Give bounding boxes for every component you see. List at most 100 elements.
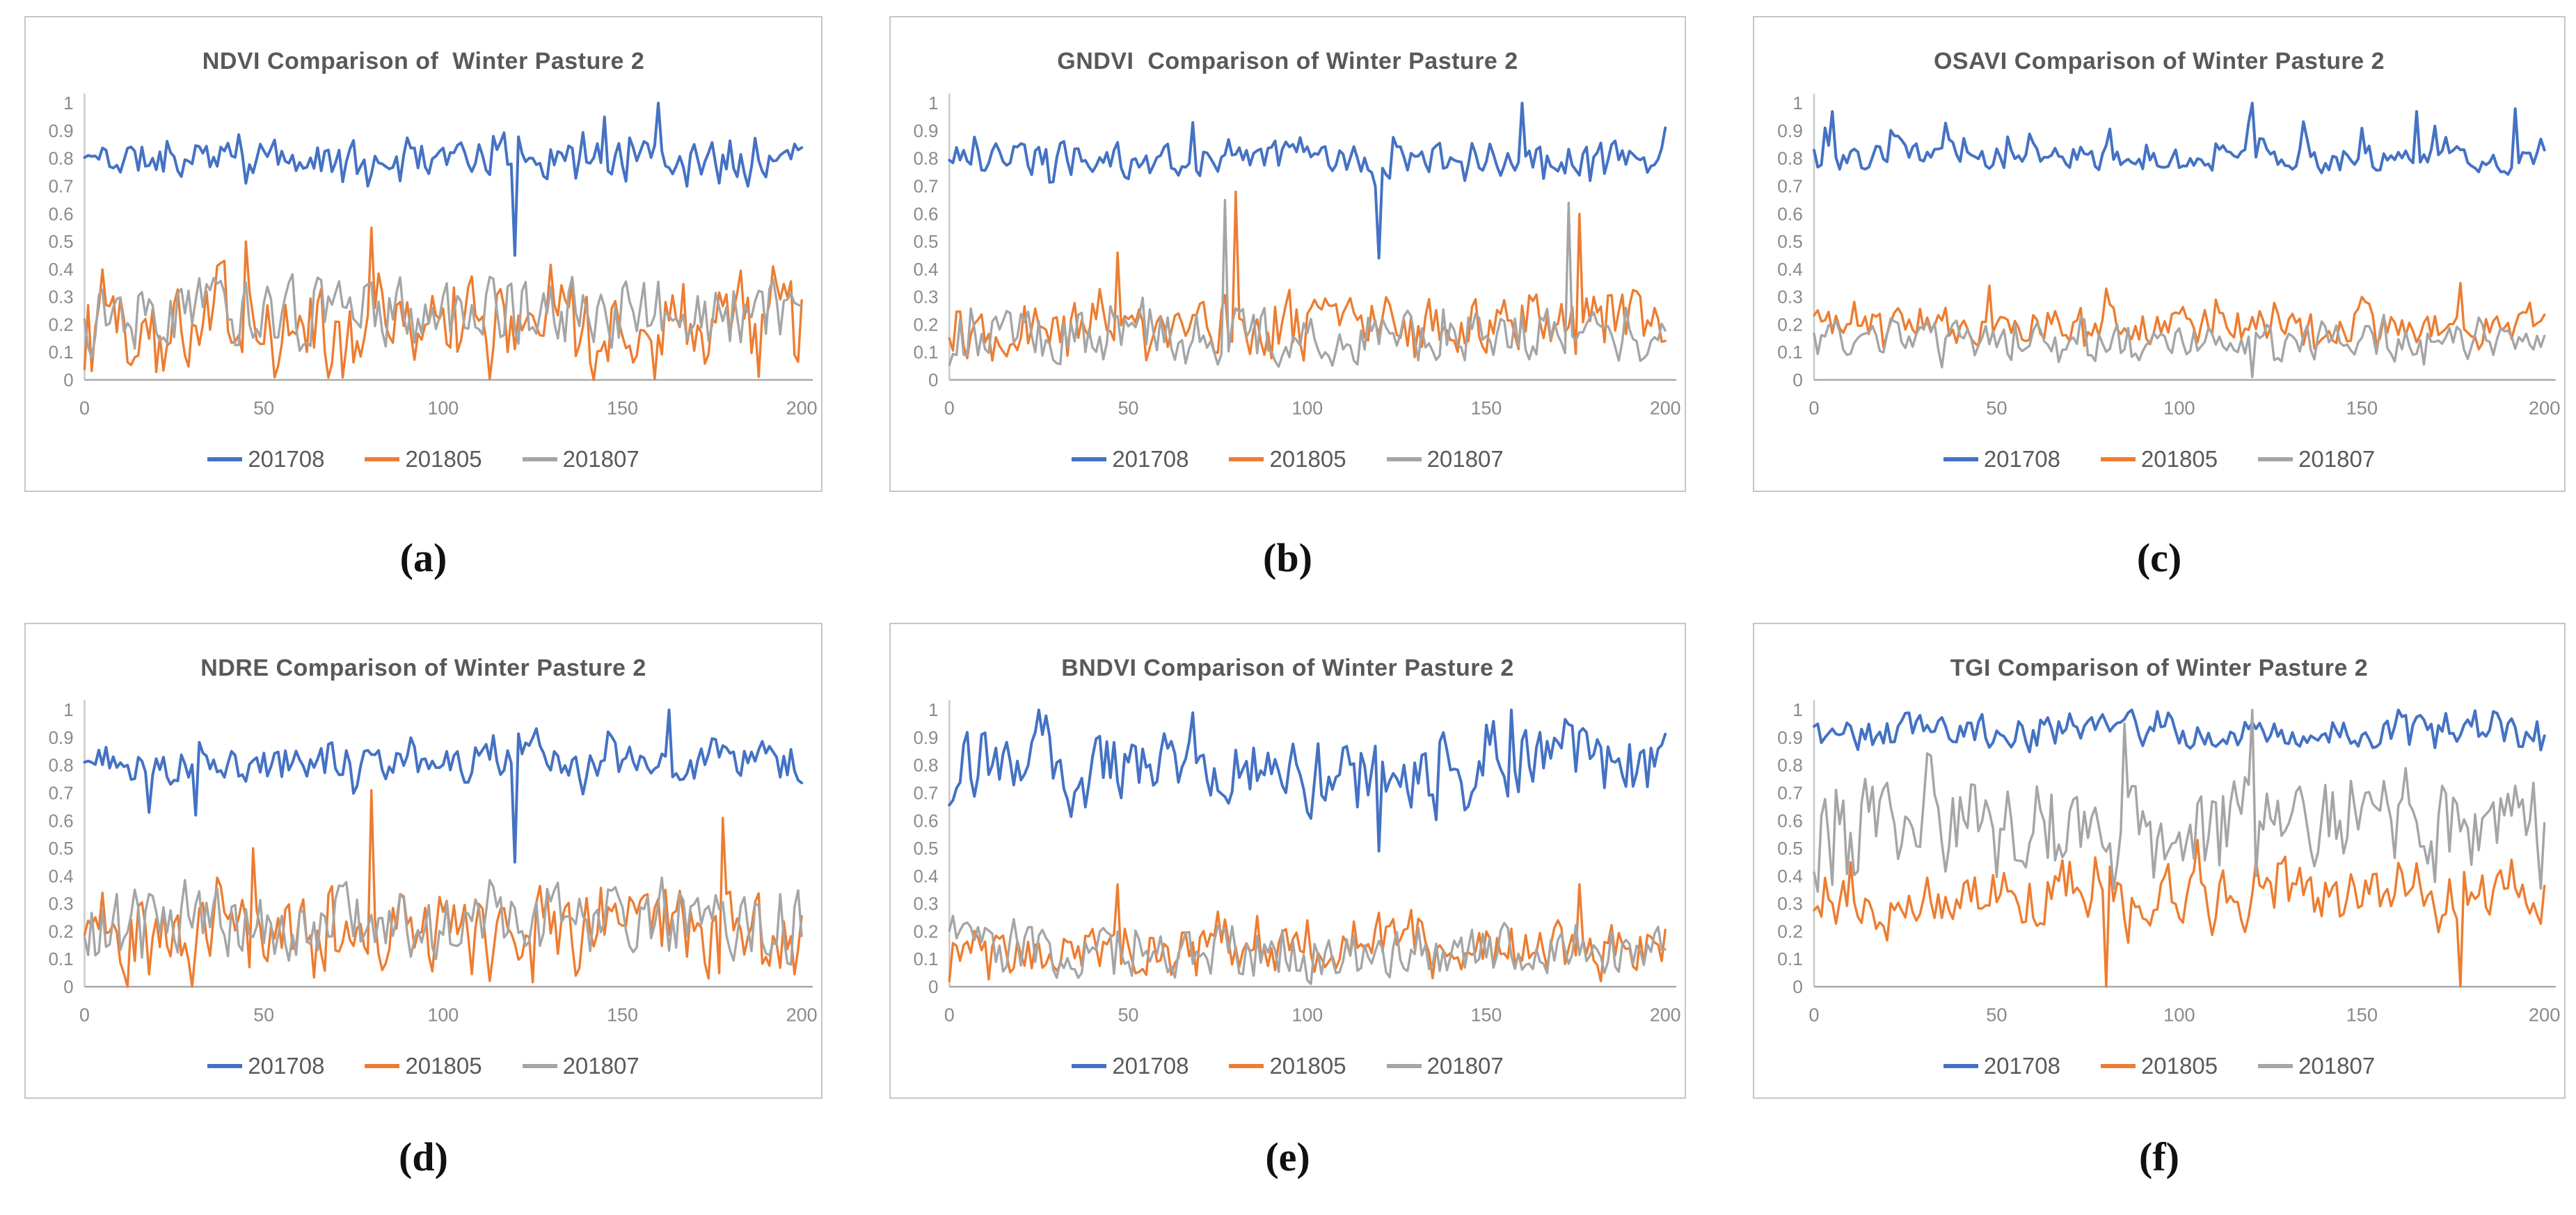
x-tick-label: 0 bbox=[1808, 1004, 1819, 1026]
chart-panel-osavi: 1 0.9 0.8 0.7 0.6 0.5 0.4 0.3 0.2 0.1 0 0 50 100 150 20… bbox=[1753, 16, 2566, 492]
y-tick-label: 0.1 bbox=[914, 950, 939, 969]
y-tick-label: 0.7 bbox=[914, 784, 939, 803]
chart-panel-bndvi: 1 0.9 0.8 0.7 0.6 0.5 0.4 0.3 0.2 0.1 0 0 50 100 150 20… bbox=[889, 623, 1686, 1099]
chart-panel-gndvi: 1 0.9 0.8 0.7 0.6 0.5 0.4 0.3 0.2 0.1 0 0 50 100 150 20… bbox=[889, 16, 1686, 492]
legend-label: 201708 bbox=[1983, 446, 2060, 472]
y-tick-label: 0.3 bbox=[1777, 894, 1803, 914]
y-tick-label: 0.2 bbox=[1777, 315, 1803, 335]
series-line-201708 bbox=[948, 708, 1667, 853]
x-tick-label: 100 bbox=[1291, 398, 1323, 419]
series-line-201805 bbox=[948, 883, 1667, 983]
y-tick-label: 0.4 bbox=[914, 867, 939, 887]
chart-title: BNDVI Comparison of Winter Pasture 2 bbox=[1061, 655, 1514, 681]
chart-canvas-ndvi: 1 0.9 0.8 0.7 0.6 0.5 0.4 0.3 0.2 0.1 00 50 100 150 20… bbox=[49, 93, 818, 419]
x-tick-label: 0 bbox=[944, 1005, 955, 1026]
subfigure-label-a: (a) bbox=[399, 534, 447, 580]
y-tick-label: 0.7 bbox=[1777, 176, 1803, 197]
legend-line-icon bbox=[207, 1064, 243, 1068]
y-tick-label: 0.1 bbox=[49, 950, 74, 969]
x-tick-label: 0 bbox=[944, 398, 955, 419]
legend-line-icon bbox=[2258, 1064, 2293, 1068]
x-tick-label: 100 bbox=[1291, 1005, 1323, 1026]
legend-item-201708: 201708 bbox=[207, 446, 324, 472]
y-tick-label: 0.4 bbox=[1777, 866, 1803, 887]
series-line-201708 bbox=[1813, 708, 2546, 754]
legend-item-201805: 201805 bbox=[365, 446, 482, 472]
y-tick-label: 0 bbox=[63, 371, 73, 390]
y-tick-label: 0.9 bbox=[1777, 727, 1803, 748]
legend-label: 201805 bbox=[1269, 1053, 1346, 1079]
x-tick-label: 150 bbox=[1471, 1005, 1502, 1026]
y-tick-label: 0.8 bbox=[49, 150, 74, 169]
y-tick-label: 0.4 bbox=[1777, 259, 1803, 280]
legend-label: 201708 bbox=[248, 1053, 325, 1079]
y-tick-label: 0.3 bbox=[1777, 287, 1803, 308]
legend-line-icon bbox=[1386, 457, 1422, 461]
legend-line-icon bbox=[2100, 457, 2136, 461]
y-tick-label: 0 bbox=[928, 978, 938, 997]
subfigure-label-d: (d) bbox=[399, 1134, 448, 1180]
x-tick-label: 50 bbox=[253, 1005, 274, 1026]
series-line-201807 bbox=[83, 273, 803, 359]
legend-label: 201807 bbox=[1426, 446, 1504, 472]
chart-title: NDRE Comparison of Winter Pasture 2 bbox=[200, 655, 646, 681]
legend-line-icon bbox=[1386, 1064, 1422, 1068]
legend-item-201708: 201708 bbox=[1072, 446, 1188, 472]
legend-label: 201708 bbox=[1112, 446, 1189, 472]
legend-line-icon bbox=[1943, 457, 1978, 461]
y-tick-label: 1 bbox=[928, 94, 938, 113]
y-tick-label: 0.3 bbox=[914, 288, 939, 308]
chart-legend: 201708 201805 201807 bbox=[891, 1053, 1685, 1079]
y-tick-label: 0.6 bbox=[914, 205, 939, 224]
chart-title: OSAVI Comparison of Winter Pasture 2 bbox=[1933, 48, 2385, 74]
legend-item-201708: 201708 bbox=[1072, 1053, 1188, 1079]
legend-label: 201807 bbox=[1426, 1053, 1504, 1079]
chart-title: TGI Comparison of Winter Pasture 2 bbox=[1950, 655, 2369, 681]
x-tick-label: 0 bbox=[79, 1005, 90, 1026]
x-tick-label: 200 bbox=[1650, 1005, 1681, 1026]
y-tick-label: 0.5 bbox=[1777, 838, 1803, 859]
y-tick-label: 0.4 bbox=[49, 867, 74, 887]
legend-item-201708: 201708 bbox=[1943, 446, 2060, 472]
y-tick-label: 0.6 bbox=[914, 811, 939, 831]
chart-title: NDVI Comparison of Winter Pasture 2 bbox=[202, 48, 645, 74]
x-tick-label: 200 bbox=[786, 398, 818, 419]
chart-legend: 201708 201805 201807 bbox=[1754, 446, 2564, 472]
series-line-201708 bbox=[948, 102, 1667, 260]
subfigure-label-e: (e) bbox=[1265, 1134, 1310, 1180]
y-tick-label: 0.9 bbox=[49, 729, 74, 748]
y-tick-label: 0.7 bbox=[49, 784, 74, 804]
legend-line-icon bbox=[522, 457, 557, 461]
x-tick-label: 200 bbox=[786, 1005, 818, 1026]
chart-legend: 201708 201805 201807 bbox=[26, 446, 821, 472]
chart-canvas-osavi: 1 0.9 0.8 0.7 0.6 0.5 0.4 0.3 0.2 0.1 00 50 100 150 20… bbox=[1777, 93, 2560, 419]
legend-label: 201805 bbox=[2140, 446, 2218, 472]
chart-panel-ndvi: 1 0.9 0.8 0.7 0.6 0.5 0.4 0.3 0.2 0.1 0 0 50 100 150 20… bbox=[24, 16, 822, 492]
chart-panel-ndre: 1 0.9 0.8 0.7 0.6 0.5 0.4 0.3 0.2 0.1 0 0 50 100 150 20… bbox=[24, 623, 822, 1099]
subfigure-label-f: (f) bbox=[2139, 1134, 2179, 1180]
legend-item-201805: 201805 bbox=[1229, 446, 1346, 472]
y-tick-label: 0.2 bbox=[49, 315, 74, 335]
chart-legend: 201708 201805 201807 bbox=[26, 1053, 821, 1079]
y-tick-label: 0 bbox=[1792, 976, 1803, 997]
y-tick-label: 0.3 bbox=[914, 895, 939, 914]
y-tick-label: 0.1 bbox=[49, 343, 74, 363]
y-tick-label: 0.1 bbox=[1777, 948, 1803, 969]
legend-item-201807: 201807 bbox=[2258, 446, 2375, 472]
y-tick-label: 1 bbox=[63, 701, 73, 720]
x-tick-label: 0 bbox=[79, 398, 90, 419]
y-tick-label: 0.8 bbox=[1777, 755, 1803, 776]
chart-legend: 201708 201805 201807 bbox=[1754, 1053, 2564, 1079]
legend-label: 201805 bbox=[405, 1053, 482, 1079]
legend-line-icon bbox=[1229, 457, 1264, 461]
x-tick-label: 50 bbox=[1986, 397, 2007, 419]
y-tick-label: 0.6 bbox=[49, 811, 74, 831]
chart-panel-tgi: 1 0.9 0.8 0.7 0.6 0.5 0.4 0.3 0.2 0.1 0 0 50 100 150 20… bbox=[1753, 623, 2566, 1099]
y-tick-label: 0.2 bbox=[1777, 921, 1803, 942]
y-tick-label: 0.5 bbox=[914, 232, 939, 252]
y-tick-label: 1 bbox=[1792, 93, 1803, 113]
x-tick-label: 50 bbox=[253, 398, 274, 419]
x-tick-label: 100 bbox=[2163, 397, 2195, 419]
legend-line-icon bbox=[522, 1064, 557, 1068]
